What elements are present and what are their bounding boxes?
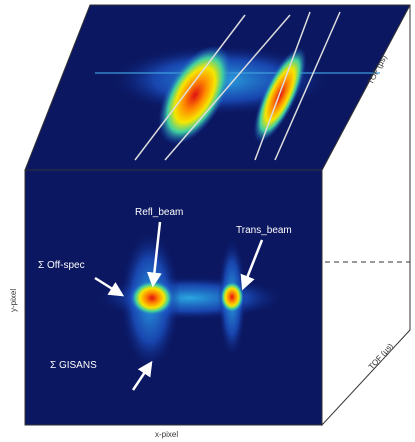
- top-heatmap: [95, 11, 380, 161]
- x-axis-label: x-pixel: [155, 430, 178, 439]
- off-spec-label: Σ Off-spec: [38, 260, 85, 271]
- trans-label: Trans_beam: [236, 225, 292, 236]
- front-heatmap: [95, 230, 285, 370]
- gisans-label: Σ GISANS: [50, 360, 97, 371]
- arrows: [94, 221, 264, 391]
- refl-label: Refl_beam: [135, 207, 183, 218]
- y-axis-label: y-pixel: [9, 289, 18, 312]
